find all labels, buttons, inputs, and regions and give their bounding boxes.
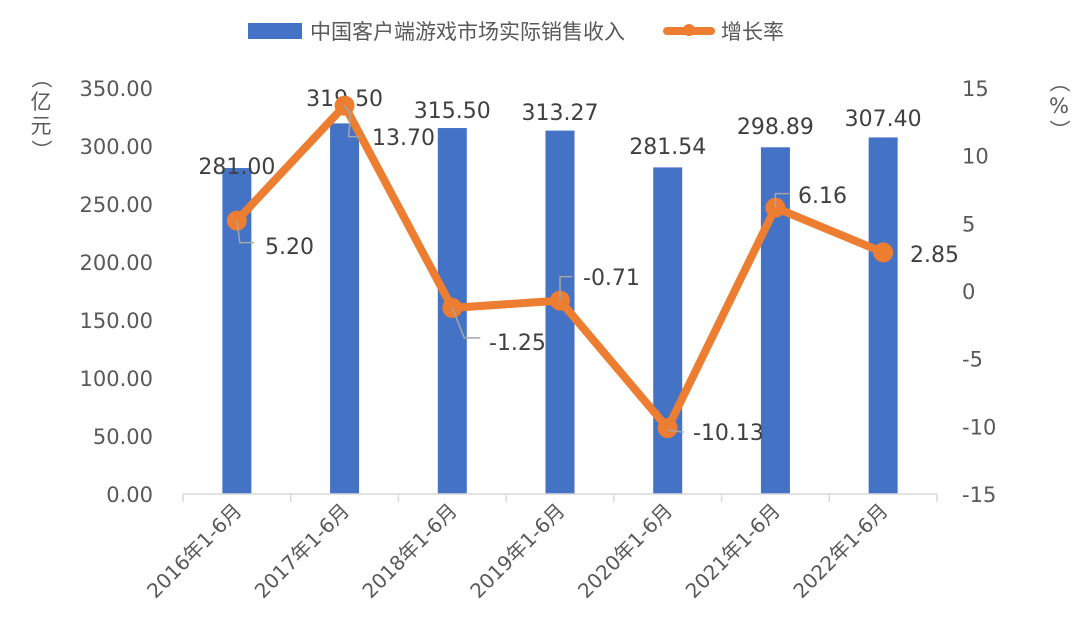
- x-axis-category-labels: 2016年1-6月 2017年1-6月 2018年1-6月 2019年1-6月 2020…: [142, 499, 893, 603]
- leader-line: [451, 307, 481, 339]
- left-axis-tick-label: 150.00: [80, 309, 153, 333]
- growth-value-label: 5.20: [265, 235, 314, 260]
- growth-value-label: 13.70: [372, 126, 435, 151]
- leader-line: [343, 105, 361, 138]
- x-axis-category-label: 2018年1-6月: [357, 499, 461, 603]
- left-axis-tick-label: 250.00: [80, 193, 153, 217]
- bar[interactable]: [653, 167, 683, 494]
- left-axis-tick-label: 0.00: [106, 483, 153, 507]
- bar-value-label: 298.89: [737, 115, 814, 140]
- left-axis-tick-label: 200.00: [80, 251, 153, 275]
- growth-value-label: 6.16: [798, 184, 847, 209]
- left-unit-text: 亿元: [26, 90, 56, 138]
- growth-value-label: -1.25: [489, 331, 546, 356]
- right-axis-tick-label: 5: [962, 212, 975, 236]
- right-unit-text: %: [1049, 94, 1069, 118]
- growth-value-label: 2.85: [910, 243, 959, 268]
- growth-value-label: -10.13: [693, 421, 764, 446]
- bar-value-label: 281.54: [629, 135, 706, 160]
- legend-item-growth[interactable]: 增长率: [663, 16, 784, 46]
- growth-marker[interactable]: [657, 418, 678, 439]
- leader-line: [559, 275, 572, 301]
- right-axis-tick-label: 10: [962, 145, 989, 169]
- leader-line: [774, 192, 790, 208]
- leader-line: [236, 220, 254, 244]
- bar-value-label: 315.50: [414, 99, 491, 124]
- x-axis-category-label: 2017年1-6月: [250, 499, 354, 603]
- right-axis-tick-label: -10: [962, 415, 996, 439]
- x-axis-category-label: 2020年1-6月: [573, 499, 677, 603]
- left-axis-ticks: 0.00 50.00 100.00 150.00 200.00 250.00 300.00 3…: [80, 77, 153, 507]
- bar-value-label: 313.27: [522, 101, 599, 126]
- line-data-labels: 5.20 13.70 -1.25 -0.71 -10.13 6.16 2.85: [236, 105, 959, 446]
- left-axis-tick-label: 100.00: [80, 367, 153, 391]
- right-axis-tick-label: 15: [962, 77, 989, 101]
- leader-line: [667, 429, 684, 433]
- bar-value-label: 307.40: [845, 107, 922, 132]
- right-axis-unit: （ % ）: [1044, 70, 1074, 142]
- left-axis-tick-label: 350.00: [80, 77, 153, 101]
- left-unit-chars: 亿元: [30, 90, 52, 138]
- legend-revenue-label: 中国客户端游戏市场实际销售收入: [310, 20, 625, 44]
- bar-value-label: 281.00: [198, 155, 275, 180]
- legend-bar-swatch-icon: [248, 23, 302, 39]
- legend-line-swatch-icon: [663, 24, 715, 36]
- left-axis-tick-label: 50.00: [93, 425, 153, 449]
- x-axis-category-label: 2016年1-6月: [142, 499, 246, 603]
- growth-marker[interactable]: [873, 242, 894, 263]
- right-axis-tick-label: -15: [962, 483, 996, 507]
- x-axis-category-label: 2019年1-6月: [465, 499, 569, 603]
- legend-item-revenue[interactable]: 中国客户端游戏市场实际销售收入: [248, 16, 625, 46]
- bar[interactable]: [330, 123, 360, 494]
- growth-value-label: -0.71: [583, 266, 640, 291]
- right-axis-tick-label: -5: [962, 348, 983, 372]
- legend: 中国客户端游戏市场实际销售收入 增长率: [248, 14, 822, 48]
- legend-growth-label: 增长率: [721, 20, 784, 44]
- left-axis-tick-label: 300.00: [80, 135, 153, 159]
- bar[interactable]: [868, 137, 898, 494]
- right-axis-tick-label: 0: [962, 280, 975, 304]
- right-axis-ticks: -15 -10 -5 0 5 10 15: [962, 77, 996, 507]
- x-axis-category-label: 2021年1-6月: [681, 499, 785, 603]
- left-axis-unit: （ 亿元 ）: [26, 66, 56, 162]
- x-axis: [182, 493, 938, 502]
- x-axis-category-label: 2022年1-6月: [788, 499, 892, 603]
